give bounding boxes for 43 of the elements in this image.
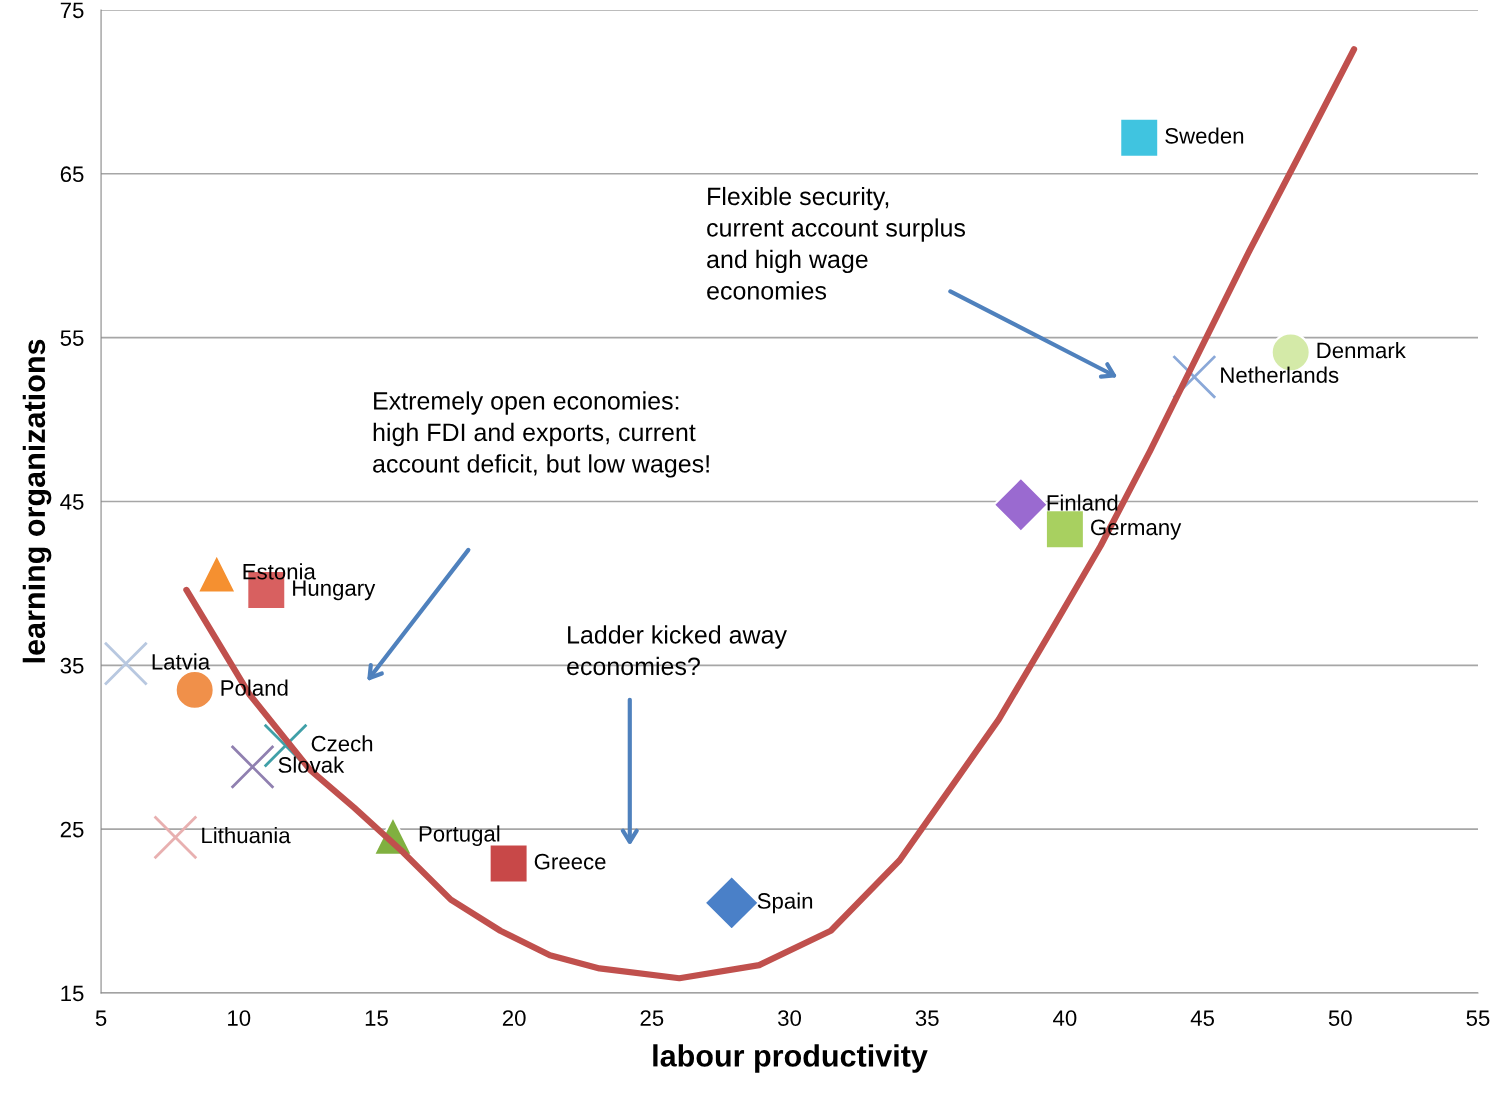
- y-tick-label: 45: [60, 494, 84, 510]
- series-label: Estonia: [243, 563, 316, 580]
- x-tick-label: 5: [95, 1010, 107, 1026]
- y-tick-label: 65: [60, 166, 84, 183]
- series-label: Greece: [534, 853, 606, 870]
- series-label: Sweden: [1165, 127, 1244, 144]
- x-tick-label: 15: [365, 1010, 388, 1026]
- x-tick-label: 30: [778, 1010, 801, 1026]
- x-tick-label: 50: [1328, 1010, 1352, 1026]
- x-tick-label: 20: [502, 1010, 526, 1026]
- point: [1044, 509, 1085, 550]
- x-tick-label: 35: [915, 1010, 939, 1026]
- series-label: Latvia: [152, 653, 211, 670]
- series-label: Czech: [311, 735, 373, 752]
- point: [153, 815, 198, 860]
- point: [992, 476, 1049, 533]
- y-tick-label: 75: [60, 2, 84, 19]
- y-axis-title: learning organizations: [22, 339, 52, 663]
- y-tick-label: 25: [60, 821, 84, 838]
- annotation: Extremely open economies: high FDI and exports, current account deficit, but low wages!: [373, 391, 709, 478]
- annotation: Flexible security, current account surplus and high wage economies: [707, 186, 966, 300]
- y-tick-label: 35: [60, 657, 84, 674]
- y-tick-label: 15: [61, 985, 84, 1002]
- series-label: Netherlands: [1221, 366, 1339, 383]
- x-tick-label: 25: [640, 1010, 664, 1026]
- series-label: Hungary: [293, 580, 376, 601]
- point: [103, 641, 149, 686]
- x-tick-label: 10: [228, 1010, 251, 1026]
- x-tick-label: 55: [1466, 1010, 1490, 1026]
- x-tick-label: 45: [1190, 1010, 1215, 1026]
- series-label: Lithuania: [202, 826, 291, 844]
- annotation: Ladder kicked away economies?: [567, 625, 787, 676]
- series-label: Spain: [757, 892, 813, 914]
- point: [703, 874, 760, 931]
- x-tick-label: 40: [1053, 1010, 1077, 1026]
- series-label: Finland: [1047, 494, 1118, 511]
- point: [174, 669, 215, 710]
- point: [1119, 117, 1160, 158]
- series-label: Portugal: [419, 825, 500, 847]
- y-tick-label: 55: [60, 330, 84, 346]
- series-label: Denmark: [1317, 342, 1406, 359]
- point: [230, 744, 275, 790]
- x-axis-title: labour productivity: [653, 1044, 928, 1073]
